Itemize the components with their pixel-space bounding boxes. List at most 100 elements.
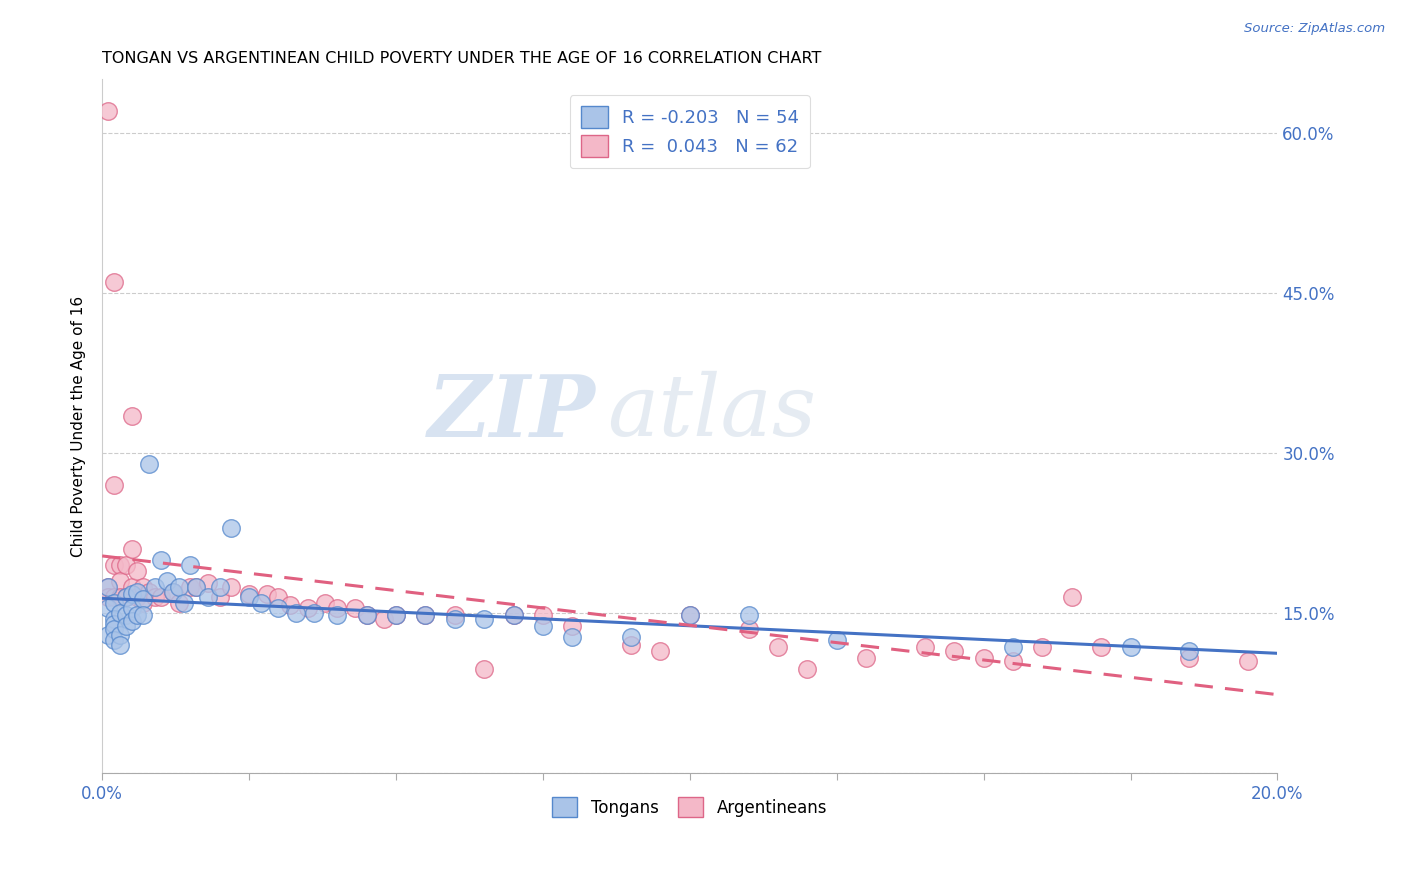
Point [97,580,120,594]
Point [179,558,201,573]
Point [167,580,190,594]
Point [650,643,672,657]
Point [173,596,195,610]
Point [97,627,120,641]
Text: Source: ZipAtlas.com: Source: ZipAtlas.com [1244,22,1385,36]
Point [127,585,149,599]
Point [385,608,408,623]
Point [132,608,155,623]
Point [108,574,131,589]
Point [1119,640,1142,655]
Point [114,558,136,573]
Point [127,608,149,623]
Point [679,608,702,623]
Point [114,591,136,605]
Point [156,574,179,589]
Point [127,591,149,605]
Point [267,601,290,615]
Point [326,608,349,623]
Point [943,643,966,657]
Text: TONGAN VS ARGENTINEAN CHILD POVERTY UNDER THE AGE OF 16 CORRELATION CHART: TONGAN VS ARGENTINEAN CHILD POVERTY UNDE… [103,51,821,66]
Point [132,592,155,607]
Point [121,601,143,615]
Point [108,591,131,605]
Point [561,630,583,644]
Point [167,596,190,610]
Point [343,601,366,615]
Point [127,564,149,578]
Point [143,580,166,594]
Point [103,591,125,605]
Point [443,608,465,623]
Point [531,619,554,633]
Point [302,607,325,621]
Point [97,104,120,119]
Point [1060,591,1083,605]
Y-axis label: Child Poverty Under the Age of 16: Child Poverty Under the Age of 16 [72,296,86,557]
Point [186,580,208,594]
Point [149,591,172,605]
Point [326,601,349,615]
Point [103,622,125,636]
Point [285,607,308,621]
Point [221,580,243,594]
Point [138,585,160,599]
Point [825,632,848,647]
Point [502,608,524,623]
Point [297,601,319,615]
Point [162,585,184,599]
Point [114,591,136,605]
Point [108,638,131,652]
Point [472,662,495,676]
Point [108,607,131,621]
Point [250,596,273,610]
Point [197,591,219,605]
Point [121,614,143,628]
Point [415,608,437,623]
Point [737,608,759,623]
Point [415,608,437,623]
Point [385,608,408,623]
Point [531,608,554,623]
Point [103,616,125,631]
Point [103,611,125,625]
Point [973,651,995,665]
Point [267,591,290,605]
Point [502,608,524,623]
Point [179,580,201,594]
Point [1090,640,1112,655]
Point [238,587,260,601]
Point [238,591,260,605]
Legend: Tongans, Argentineans: Tongans, Argentineans [546,790,834,824]
Point [855,651,877,665]
Point [256,587,278,601]
Point [103,632,125,647]
Point [108,558,131,573]
Point [208,591,231,605]
Point [278,598,301,612]
Point [149,553,172,567]
Point [1237,654,1260,668]
Point [620,638,643,652]
Point [132,580,155,594]
Point [1001,640,1024,655]
Point [138,457,160,471]
Point [1178,643,1201,657]
Point [103,275,125,289]
Point [186,580,208,594]
Point [121,409,143,423]
Point [114,619,136,633]
Point [472,611,495,625]
Point [679,608,702,623]
Point [208,580,231,594]
Point [443,611,465,625]
Point [356,608,378,623]
Point [197,576,219,591]
Point [97,591,120,605]
Point [221,521,243,535]
Point [108,627,131,641]
Point [1031,640,1053,655]
Point [103,596,125,610]
Point [373,611,395,625]
Point [121,542,143,557]
